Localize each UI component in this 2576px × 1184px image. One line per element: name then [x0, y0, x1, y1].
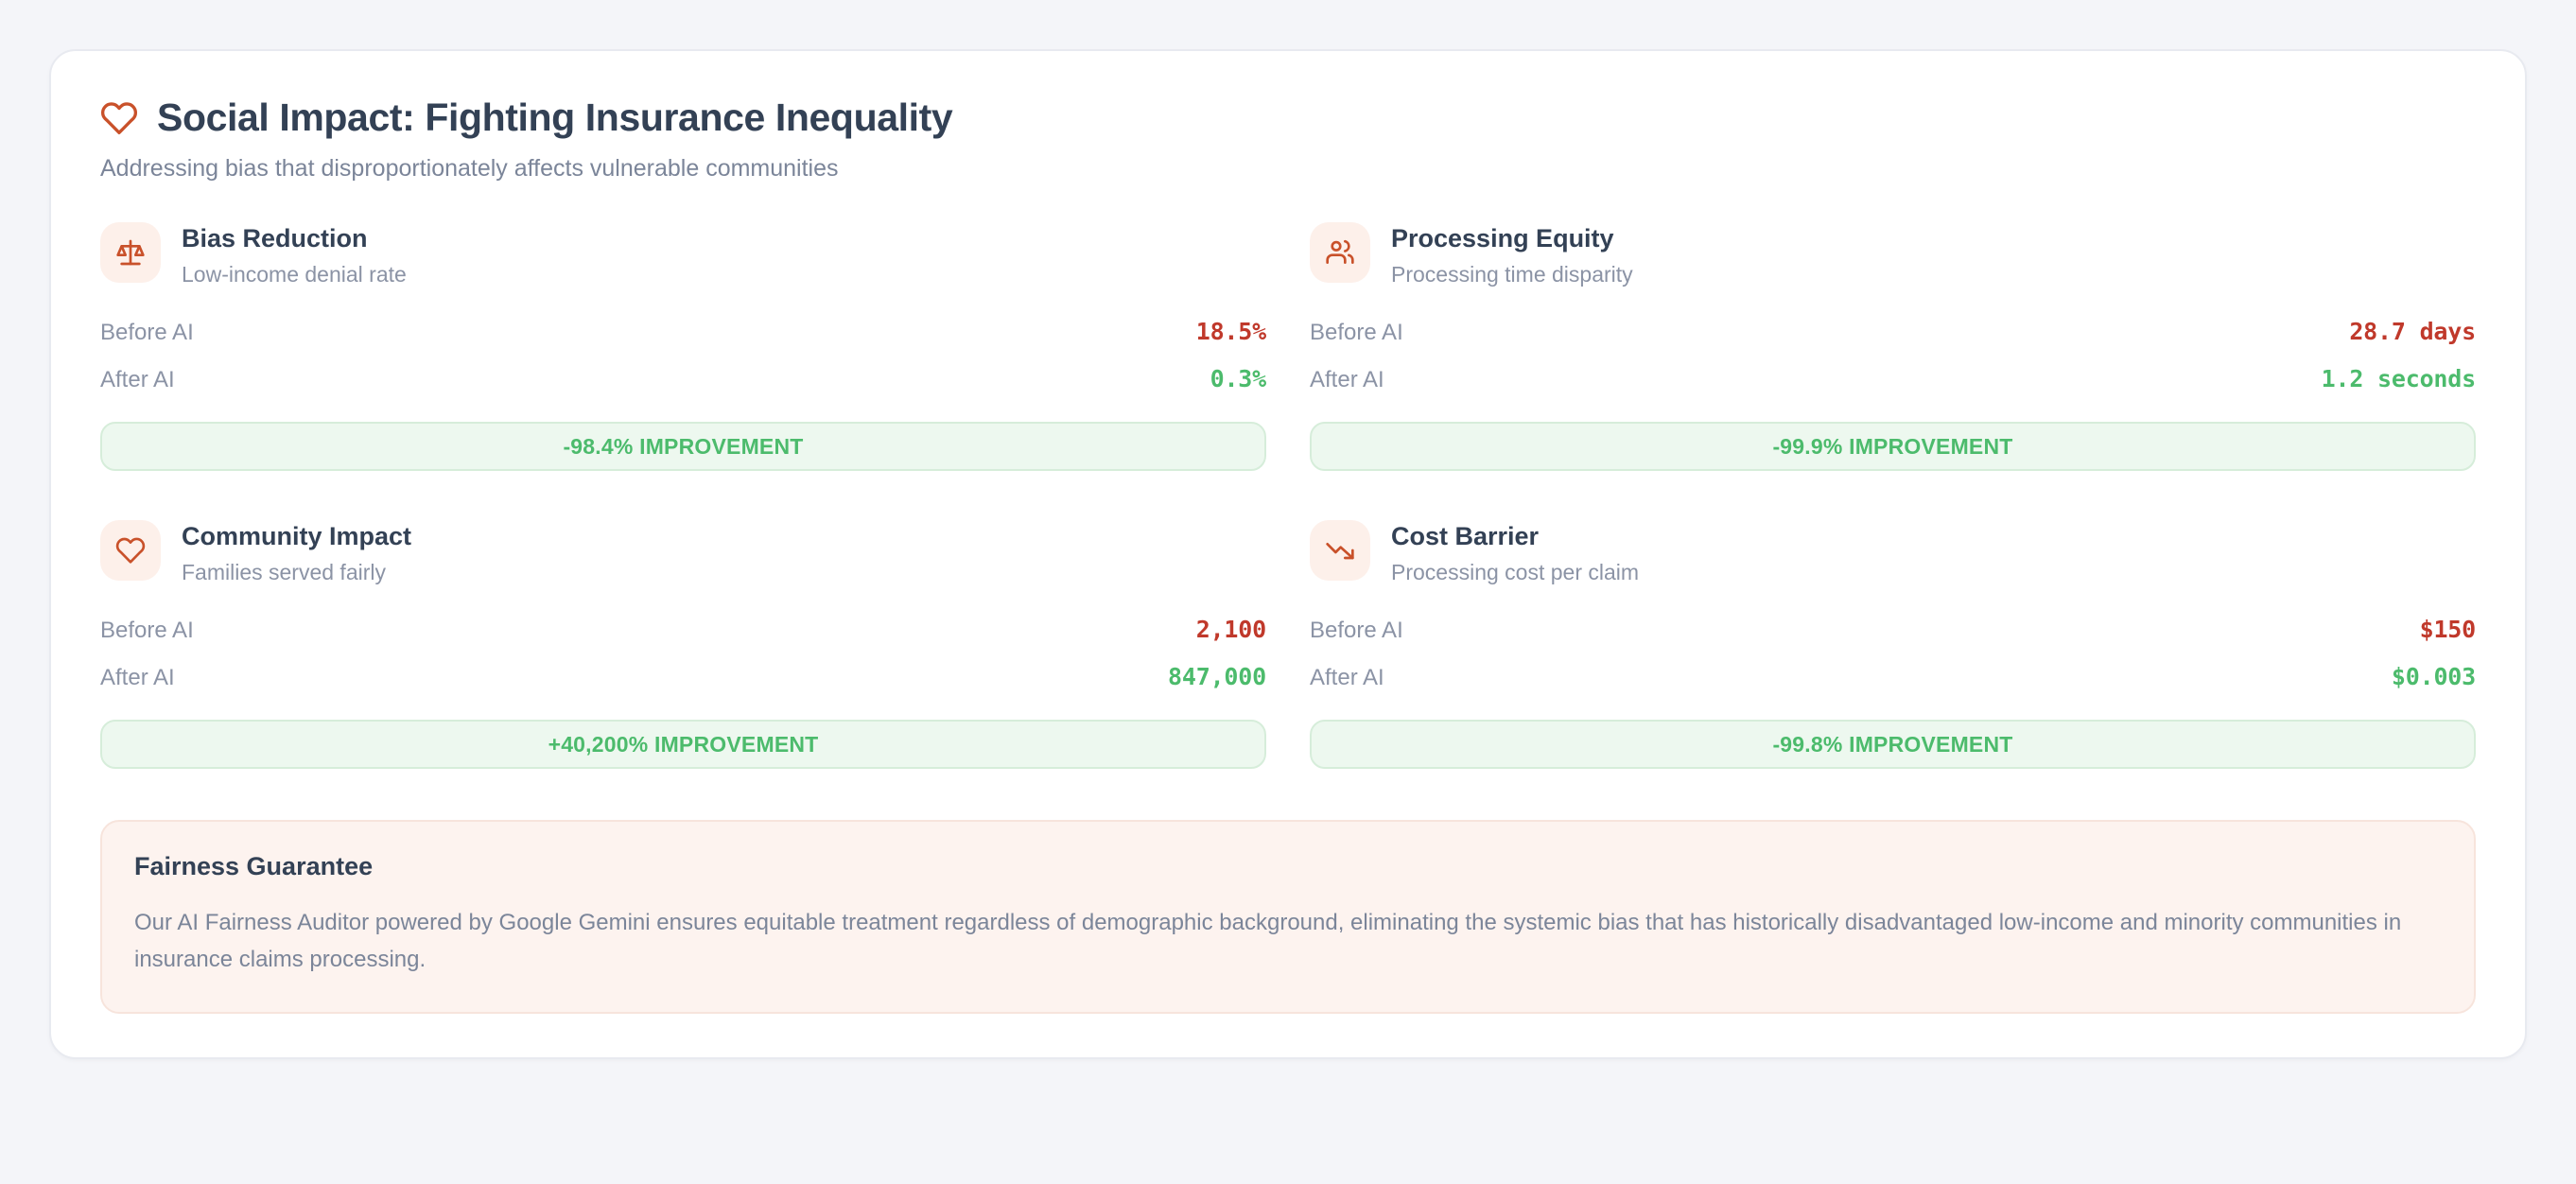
metric-name: Community Impact: [182, 522, 412, 551]
metric-card-bias-reduction: Bias Reduction Low-income denial rate Be…: [100, 222, 1266, 472]
heart-icon: [100, 520, 161, 582]
fairness-guarantee-box: Fairness Guarantee Our AI Fairness Audit…: [100, 820, 2476, 1015]
metric-row-after: After AI 847,000: [100, 655, 1266, 699]
metric-header: Processing Equity Processing time dispar…: [1310, 222, 2476, 287]
before-label: Before AI: [100, 320, 194, 346]
metric-name: Processing Equity: [1391, 224, 1614, 253]
before-label: Before AI: [1310, 320, 1403, 346]
after-value: 0.3%: [1210, 365, 1267, 393]
improvement-badge: -99.8% IMPROVEMENT: [1310, 720, 2476, 770]
after-value: $0.003: [2391, 663, 2476, 691]
title-row: Social Impact: Fighting Insurance Inequa…: [100, 96, 2476, 139]
metric-name: Cost Barrier: [1391, 522, 1540, 551]
metric-description: Processing time disparity: [1391, 262, 1633, 287]
metric-titles: Processing Equity Processing time dispar…: [1391, 222, 1633, 287]
users-icon: [1310, 222, 1370, 284]
trending-down-icon: [1310, 520, 1370, 582]
metric-row-before: Before AI $150: [1310, 608, 2476, 652]
metric-titles: Community Impact Families served fairly: [182, 520, 411, 585]
metric-header: Community Impact Families served fairly: [100, 520, 1266, 585]
fairness-text: Our AI Fairness Auditor powered by Googl…: [134, 910, 2402, 973]
after-label: After AI: [100, 665, 175, 691]
metric-row-before: Before AI 18.5%: [100, 310, 1266, 354]
metric-row-after: After AI 0.3%: [100, 357, 1266, 401]
metric-row-after: After AI $0.003: [1310, 655, 2476, 699]
metric-row-before: Before AI 28.7 days: [1310, 310, 2476, 354]
scales-icon: [100, 222, 161, 284]
metric-row-before: Before AI 2,100: [100, 608, 1266, 652]
metric-card-cost-barrier: Cost Barrier Processing cost per claim B…: [1310, 520, 2476, 770]
metric-header: Bias Reduction Low-income denial rate: [100, 222, 1266, 287]
metric-name: Bias Reduction: [182, 224, 368, 253]
before-value: 28.7 days: [2349, 318, 2476, 346]
after-label: After AI: [1310, 665, 1384, 691]
metric-card-processing-equity: Processing Equity Processing time dispar…: [1310, 222, 2476, 472]
metric-description: Families served fairly: [182, 560, 386, 585]
metric-card-community-impact: Community Impact Families served fairly …: [100, 520, 1266, 770]
metric-row-after: After AI 1.2 seconds: [1310, 357, 2476, 401]
before-label: Before AI: [1310, 618, 1403, 644]
page-title: Social Impact: Fighting Insurance Inequa…: [157, 96, 953, 139]
social-impact-panel: Social Impact: Fighting Insurance Inequa…: [49, 49, 2527, 1060]
metrics-grid: Bias Reduction Low-income denial rate Be…: [100, 222, 2476, 770]
metric-header: Cost Barrier Processing cost per claim: [1310, 520, 2476, 585]
heart-icon: [100, 99, 138, 137]
metric-description: Processing cost per claim: [1391, 560, 1640, 585]
metric-description: Low-income denial rate: [182, 262, 407, 287]
before-value: 18.5%: [1195, 318, 1266, 346]
metric-titles: Bias Reduction Low-income denial rate: [182, 222, 407, 287]
panel-subtitle: Addressing bias that disproportionately …: [100, 155, 839, 183]
before-value: 2,100: [1195, 616, 1266, 644]
before-label: Before AI: [100, 618, 194, 644]
panel-header: Social Impact: Fighting Insurance Inequa…: [100, 96, 2476, 183]
after-value: 847,000: [1168, 663, 1266, 691]
before-value: $150: [2419, 616, 2477, 644]
after-label: After AI: [1310, 367, 1384, 393]
after-label: After AI: [100, 367, 175, 393]
metric-titles: Cost Barrier Processing cost per claim: [1391, 520, 1639, 585]
improvement-badge: +40,200% IMPROVEMENT: [100, 720, 1266, 770]
fairness-title: Fairness Guarantee: [134, 852, 374, 881]
improvement-badge: -98.4% IMPROVEMENT: [100, 422, 1266, 472]
after-value: 1.2 seconds: [2321, 365, 2477, 393]
improvement-badge: -99.9% IMPROVEMENT: [1310, 422, 2476, 472]
